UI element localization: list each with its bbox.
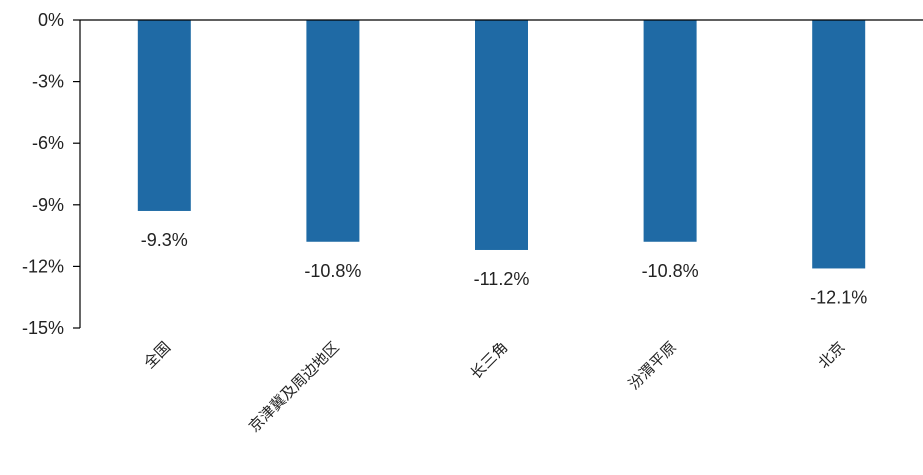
category-label: 北京 [815, 338, 849, 372]
y-tick-label: -15% [22, 318, 64, 338]
y-tick-label: -9% [32, 195, 64, 215]
data-labels: -9.3% -10.8% -11.2% -10.8% -12.1% [141, 230, 867, 307]
data-label: -10.8% [642, 261, 699, 281]
data-label: -12.1% [810, 287, 867, 307]
bar [137, 20, 191, 211]
data-label: -11.2% [474, 269, 530, 289]
y-axis-ticks: 0% -3% -6% -9% -12% -15% [22, 10, 80, 338]
category-label: 京津冀及周边地区 [245, 338, 343, 436]
category-labels: 全国 京津冀及周边地区 长三角 汾渭平原 北京 [140, 338, 848, 436]
y-tick-label: -3% [32, 72, 64, 92]
y-tick-label: -12% [22, 256, 64, 276]
bar [812, 20, 866, 269]
category-label: 全国 [140, 338, 174, 372]
y-tick-label: -6% [32, 133, 64, 153]
bar [306, 20, 360, 242]
data-label: -10.8% [304, 261, 361, 281]
category-label: 汾渭平原 [625, 338, 680, 393]
category-label: 长三角 [467, 338, 512, 383]
bar [643, 20, 697, 242]
y-tick-label: 0% [38, 10, 64, 30]
bars [137, 20, 866, 269]
bar [475, 20, 528, 250]
data-label: -9.3% [141, 230, 188, 250]
